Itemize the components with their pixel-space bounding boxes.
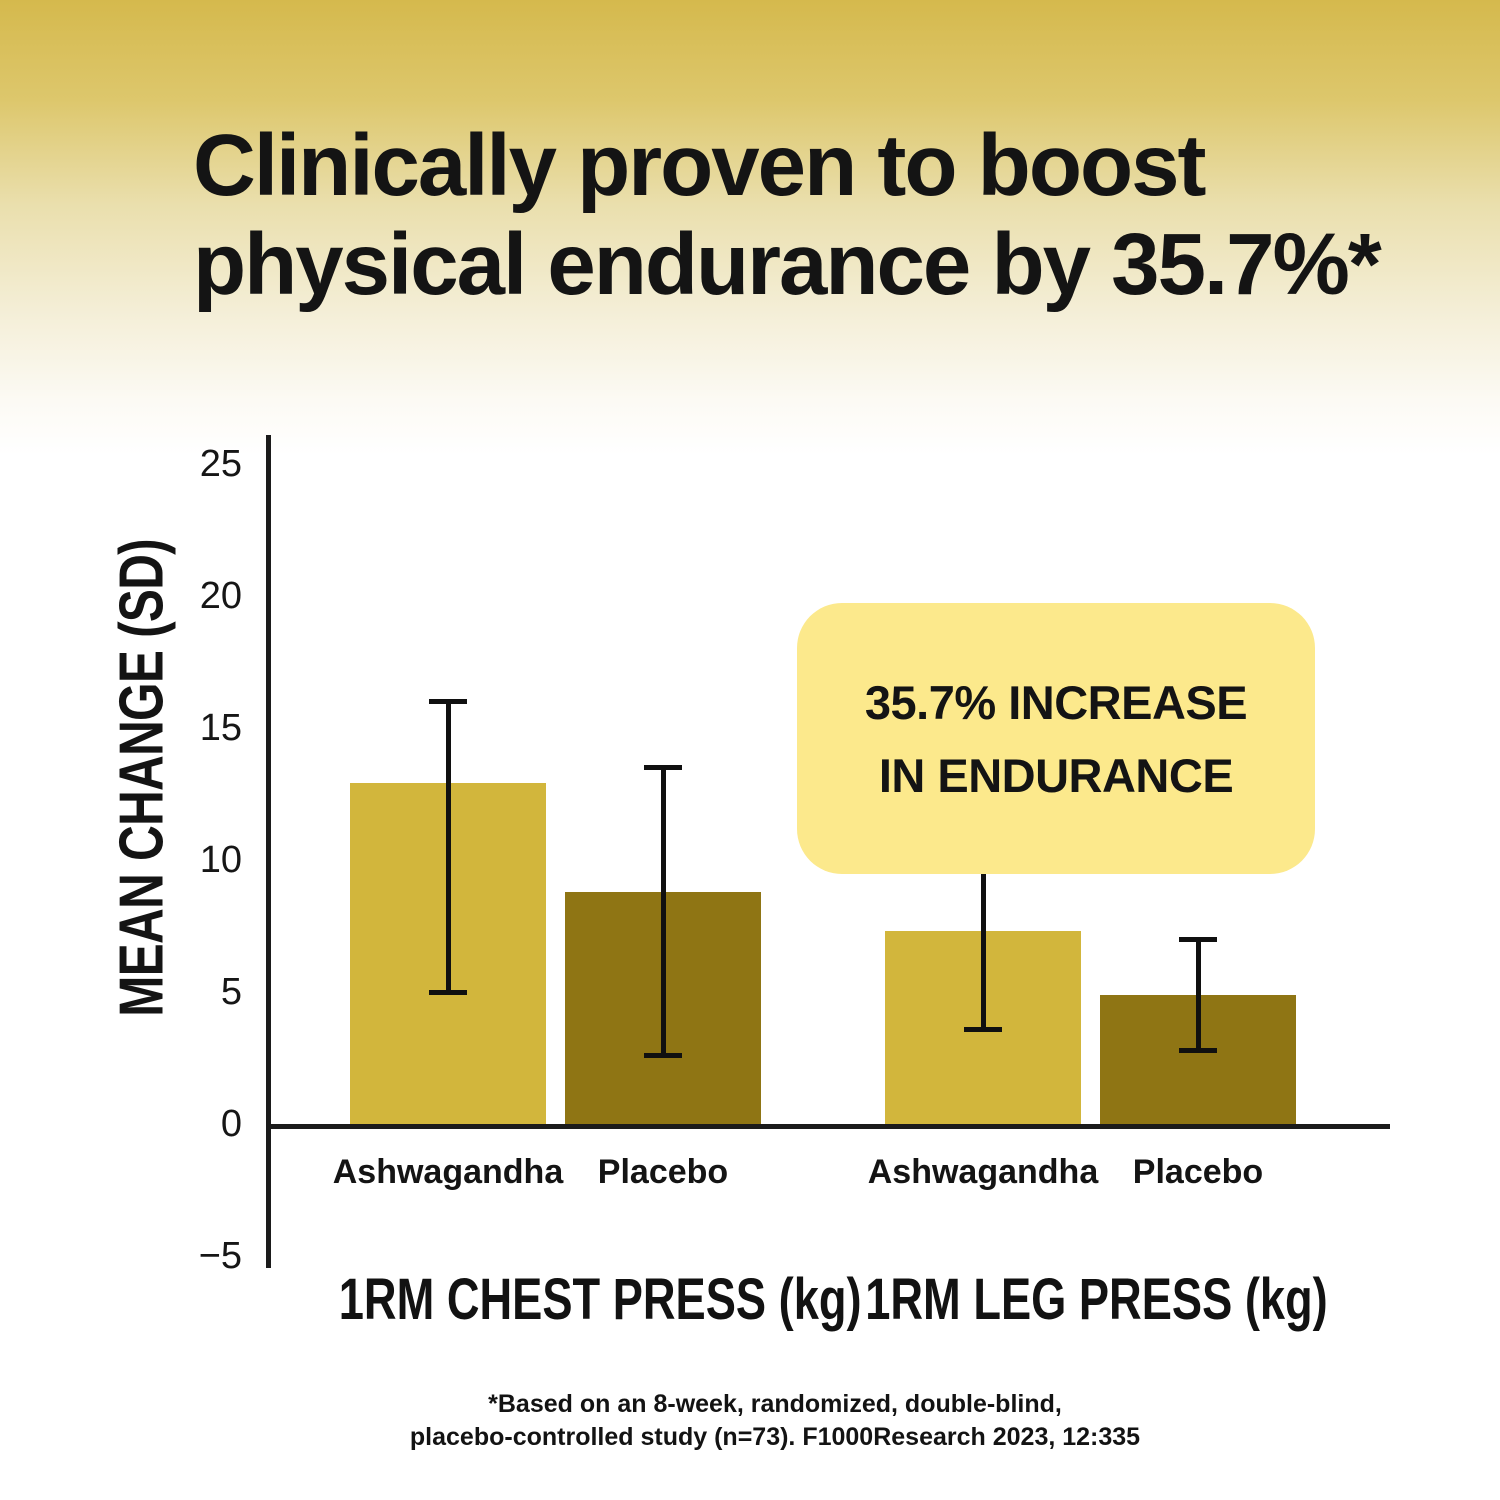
group-axis-label-text: 1RM LEG PRESS (kg) <box>865 1267 1328 1332</box>
headline-line-1: Clinically proven to boost <box>193 117 1206 214</box>
bar-category-label: Placebo <box>1132 1153 1264 1191</box>
bar-category-label: Ashwagandha <box>867 1153 1099 1191</box>
footnote: *Based on an 8-week, randomized, double-… <box>75 1388 1475 1454</box>
error-bar-cap-bottom <box>964 1026 1002 1032</box>
error-bar-cap-top <box>1179 936 1217 942</box>
error-bar <box>429 698 467 995</box>
error-bar-stem <box>660 764 666 1058</box>
bar-category-label: Ashwagandha <box>332 1153 564 1191</box>
error-bar-stem <box>445 698 451 995</box>
error-bar <box>964 860 1002 1032</box>
headline-line-2: physical endurance by 35.7%* <box>193 216 1382 313</box>
y-tick-label: 15 <box>199 707 242 749</box>
y-tick-label: −5 <box>198 1235 242 1277</box>
y-axis-line <box>266 435 271 1268</box>
x-axis-line <box>266 1124 1390 1129</box>
error-bar <box>644 764 682 1058</box>
error-bar-cap-bottom <box>1179 1047 1217 1053</box>
y-tick-label: 5 <box>220 971 242 1013</box>
callout-line-1: 35.7% INCREASE <box>864 675 1248 729</box>
top-gradient-background <box>0 0 1500 455</box>
error-bar-stem <box>980 860 986 1032</box>
error-bar-cap-top <box>644 764 682 770</box>
footnote-line-1: *Based on an 8-week, randomized, double-… <box>488 1390 1062 1418</box>
error-bar <box>1179 936 1217 1053</box>
error-bar-cap-bottom <box>644 1052 682 1058</box>
bar-category-label: Placebo <box>597 1153 729 1191</box>
group-axis-label: 1RM LEG PRESS (kg) <box>800 1266 1381 1333</box>
y-tick-label: 20 <box>199 575 242 617</box>
error-bar-cap-top <box>429 698 467 704</box>
group-axis-label: 1RM CHEST PRESS (kg) <box>265 1266 862 1333</box>
y-tick-label: 10 <box>199 839 242 881</box>
headline: Clinically proven to boost physical endu… <box>193 116 1453 314</box>
error-bar-cap-bottom <box>429 989 467 995</box>
callout-line-2: IN ENDURANCE <box>878 748 1234 802</box>
callout-badge: 35.7% INCREASE IN ENDURANCE <box>797 603 1315 874</box>
y-tick-label: 25 <box>199 443 242 485</box>
footnote-line-2: placebo-controlled study (n=73). F1000Re… <box>409 1423 1141 1451</box>
y-tick-label: 0 <box>220 1103 242 1145</box>
group-axis-label-text: 1RM CHEST PRESS (kg) <box>338 1267 862 1332</box>
error-bar-stem <box>1195 936 1201 1053</box>
